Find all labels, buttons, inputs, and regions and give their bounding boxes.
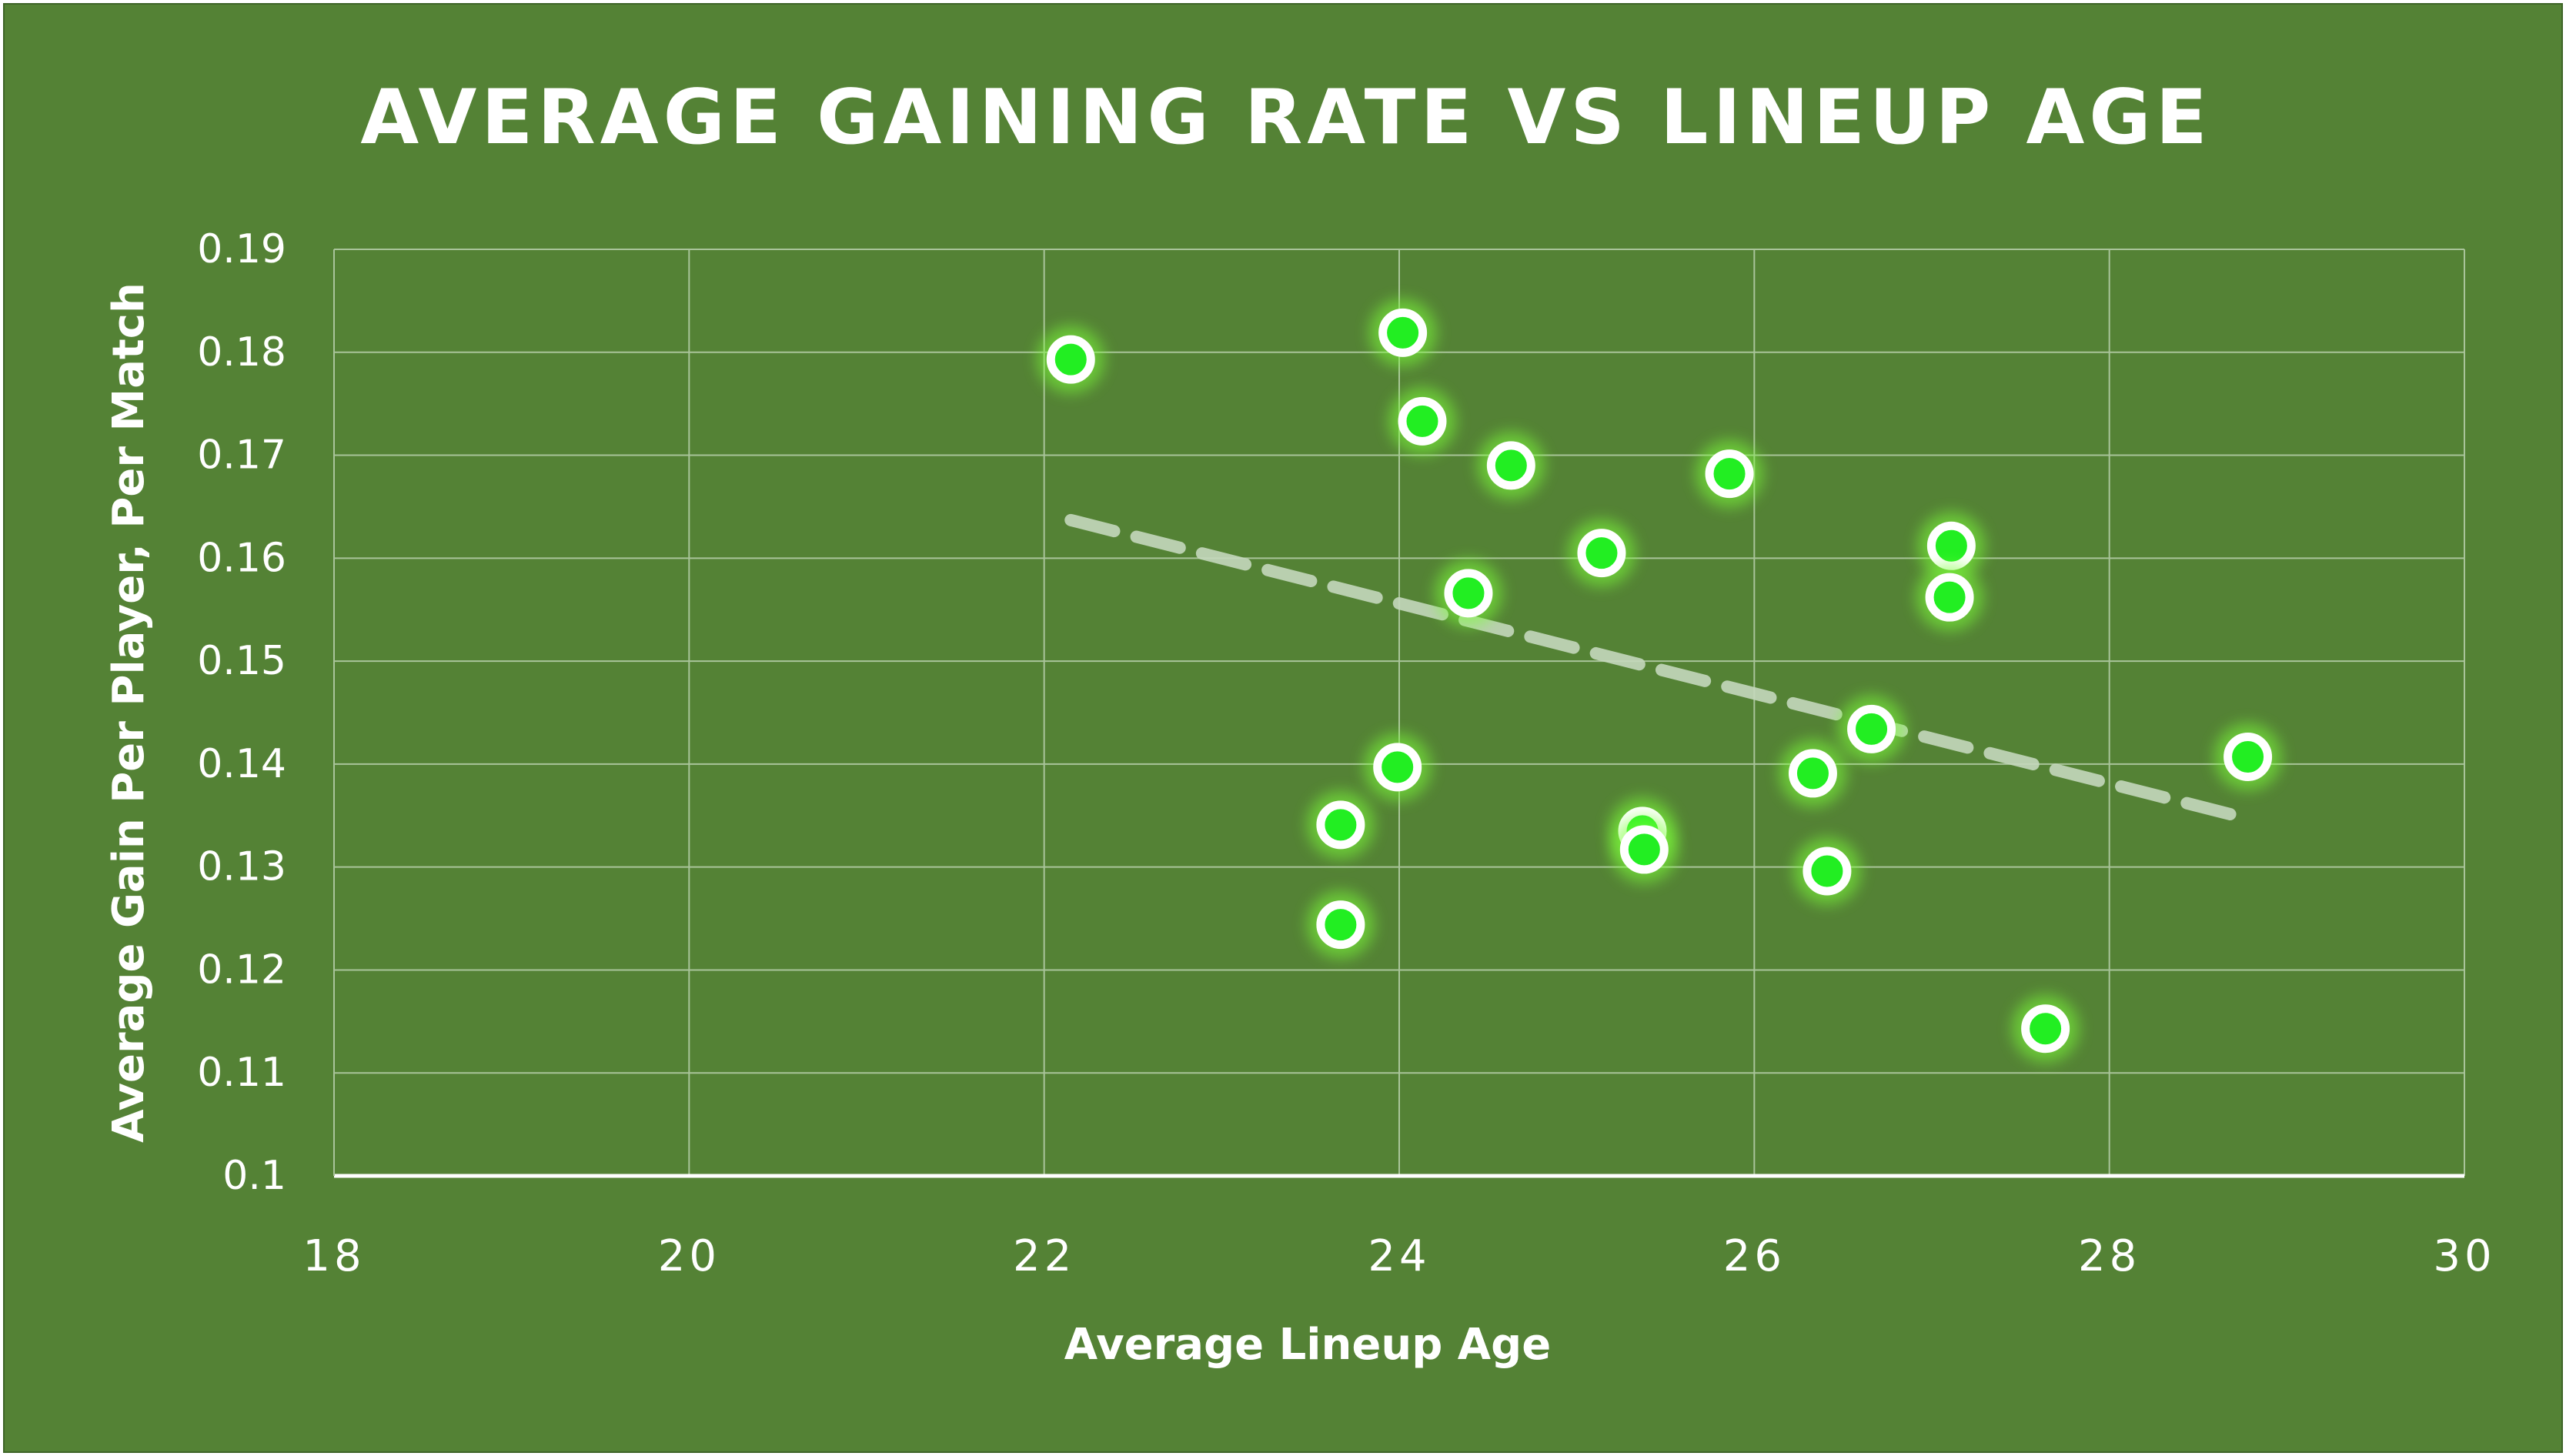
data-point bbox=[1916, 563, 1984, 632]
scatter-chart: AVERAGE GAINING RATE VS LINEUP AGE 0.10.… bbox=[104, 74, 2495, 1370]
data-point-marker bbox=[1619, 825, 1669, 874]
data-point-marker bbox=[1803, 847, 1852, 896]
data-point-marker bbox=[1705, 449, 1754, 499]
x-tick-label: 18 bbox=[302, 1231, 365, 1281]
data-point-marker bbox=[1925, 573, 1974, 622]
data-point bbox=[1567, 519, 1635, 587]
x-tick-label: 20 bbox=[658, 1231, 720, 1281]
data-point bbox=[1793, 837, 1861, 906]
data-point-marker bbox=[1316, 900, 1365, 950]
y-tick-label: 0.17 bbox=[197, 432, 286, 479]
data-point-marker bbox=[1373, 743, 1422, 792]
data-point bbox=[1306, 790, 1375, 859]
data-point bbox=[1434, 559, 1502, 627]
y-axis-tick-labels: 0.1 0.11 0.12 0.13 0.14 0.15 0.16 0.17 0.18 0.19 bbox=[197, 226, 286, 1199]
y-tick-label: 0.12 bbox=[197, 947, 286, 993]
data-point bbox=[1696, 439, 1764, 508]
data-point-marker bbox=[2224, 733, 2273, 782]
y-tick-label: 0.11 bbox=[197, 1050, 286, 1096]
data-point-marker bbox=[1398, 396, 1447, 446]
data-point-marker bbox=[1378, 308, 1428, 357]
x-tick-label: 30 bbox=[2433, 1231, 2495, 1281]
data-point bbox=[1306, 890, 1375, 959]
data-point bbox=[1917, 512, 1986, 580]
data-point-marker bbox=[1046, 335, 1095, 384]
data-point bbox=[1363, 733, 1432, 801]
data-points bbox=[1037, 299, 2282, 1063]
y-tick-label: 0.16 bbox=[197, 535, 286, 581]
y-axis-title: Average Gain Per Player, Per Match bbox=[104, 282, 154, 1143]
data-point-marker bbox=[1577, 529, 1626, 578]
y-tick-label: 0.1 bbox=[222, 1153, 286, 1199]
y-tick-label: 0.13 bbox=[197, 844, 286, 890]
data-point bbox=[1779, 739, 1847, 807]
y-tick-label: 0.19 bbox=[197, 226, 286, 272]
data-point-marker bbox=[1316, 800, 1365, 850]
trendline bbox=[1064, 513, 2254, 825]
data-point bbox=[1610, 815, 1679, 883]
data-point bbox=[1388, 387, 1456, 456]
data-point-marker bbox=[1486, 441, 1535, 490]
data-point bbox=[1837, 695, 1906, 763]
data-point bbox=[1477, 431, 1545, 499]
x-tick-label: 26 bbox=[1723, 1231, 1786, 1281]
data-point bbox=[1037, 326, 1105, 394]
data-point-marker bbox=[1788, 749, 1837, 798]
axes bbox=[333, 249, 2464, 1178]
y-tick-label: 0.14 bbox=[197, 741, 286, 787]
data-point-marker bbox=[1926, 521, 1976, 570]
data-point bbox=[2214, 723, 2282, 791]
y-tick-label: 0.18 bbox=[197, 329, 286, 376]
chart-title: AVERAGE GAINING RATE VS LINEUP AGE bbox=[360, 74, 2211, 162]
x-tick-label: 28 bbox=[2078, 1231, 2140, 1281]
trendline-group bbox=[1064, 513, 2254, 825]
data-point bbox=[2011, 994, 2080, 1063]
x-axis-tick-labels: 18 20 22 24 26 28 30 bbox=[302, 1231, 2495, 1281]
data-point-marker bbox=[2021, 1004, 2070, 1054]
gridlines bbox=[334, 249, 2465, 1176]
chart-area: AVERAGE GAINING RATE VS LINEUP AGE 0.1 0.… bbox=[3, 3, 2563, 1453]
data-point-marker bbox=[1444, 569, 1493, 618]
y-tick-label: 0.15 bbox=[197, 638, 286, 684]
data-point-marker bbox=[1847, 704, 1896, 753]
data-point bbox=[1368, 299, 1437, 367]
x-tick-label: 24 bbox=[1368, 1231, 1430, 1281]
x-tick-label: 22 bbox=[1013, 1231, 1075, 1281]
x-axis-title: Average Lineup Age bbox=[1064, 1320, 1551, 1370]
